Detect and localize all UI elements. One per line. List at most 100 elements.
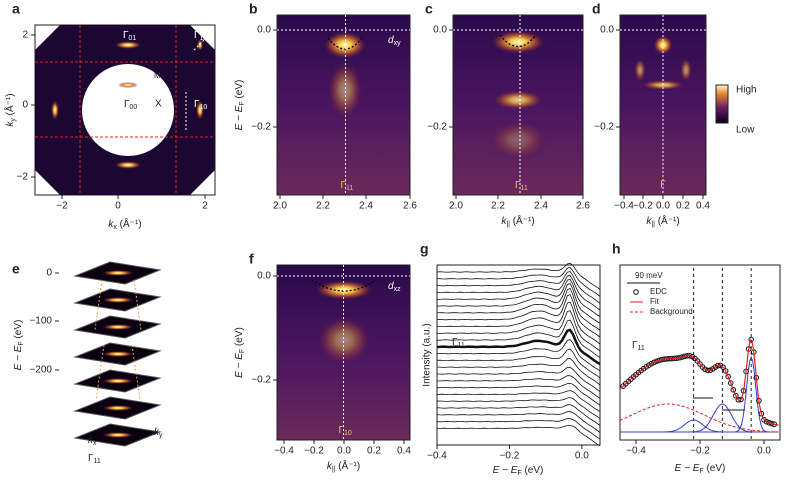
fit-component [620,355,779,433]
y-tick-label: −2 [17,172,29,183]
colorbar-label: Low [736,125,755,136]
frame [436,264,601,446]
panel-letter: a [12,1,20,17]
y-axis-label: ky (Å⁻¹) [3,93,18,126]
point-label: M [154,71,161,80]
y-axis-label: E − EF (eV) [234,80,247,131]
label-part: Γ [194,30,200,41]
colorbar [715,84,729,124]
cut-line [193,37,207,51]
x-tick-label: 0.0 [757,446,771,457]
x-tick-label: 0.0 [575,451,589,462]
x-axis-label: k|| (Å⁻¹) [501,214,534,229]
edc-point [679,354,685,360]
panel-letter: d [592,1,601,17]
spot [197,39,203,51]
label-part: 10 [344,430,352,437]
label-part: Γ [515,180,521,191]
point-label: Γ11 [194,30,207,43]
edc-curve [436,366,601,393]
spectral-weight [680,58,692,82]
x-tick-label: −2 [56,201,68,212]
label-part: 11 [94,458,101,465]
label-part: || [651,221,655,228]
spectral-weight [327,60,363,120]
legend-label: Background [650,307,693,316]
label-part: k [327,461,333,472]
edc-curve [436,282,601,324]
edc-curve [436,418,601,440]
spot [51,100,59,120]
colorbar-label: High [736,85,757,96]
label-part: k [5,121,16,127]
edc-curve [436,411,601,433]
edc-curve [436,301,601,345]
label-part: k [108,219,114,230]
edc-point [651,359,657,366]
label-part: (Å⁻¹) [510,214,535,227]
y-tick-label: −0.2 [251,375,271,386]
x-tick-label: 2.6 [403,201,417,212]
label-part: (eV) [234,80,245,102]
label-part: Γ [124,99,130,110]
label-part: (eV) [13,320,24,342]
dispersion-guide [94,279,142,401]
label-part: E − E [234,105,245,130]
edc-curve [436,357,601,386]
slice-weight [102,432,134,438]
dispersion-guide [499,34,537,48]
edc-point [748,336,755,343]
label-part: (eV) [522,465,544,476]
edc-point [720,364,726,370]
x-tick-label: −0.2 [304,446,324,457]
background [619,403,779,433]
label-part: || [506,221,510,228]
y-tick-label: −0.2 [594,122,614,133]
spectral-weight [316,315,372,365]
label-part: k [154,427,160,438]
label-part: E − E [493,465,518,476]
label-part: 11 [638,345,645,352]
edc-point [763,418,770,425]
edc-point [730,386,737,393]
x-tick-label: −0.2 [633,201,653,212]
x-tick-label: 2 [202,201,208,212]
panel-letter: b [249,1,258,17]
x-axis-label: kx (Å⁻¹) [108,217,141,232]
point-label: Γ11 [88,453,101,466]
y-tick-label: −100 [29,316,52,327]
edc-point [727,380,734,386]
x-tick-label: 0.0 [337,446,351,457]
legend-marker [633,289,639,295]
y-tick-label: −200 [29,365,52,376]
x-tick-label: 2.4 [359,201,373,212]
edc-curve [437,278,601,317]
edc-point [653,358,660,365]
label-part: k [646,216,652,227]
label-part: k [501,216,507,227]
slice-weight [102,405,134,411]
point-label: Γ10 [194,99,207,112]
x-axis-label: E − EF (eV) [493,465,544,478]
edc-curve [436,275,601,311]
x-tick-label: −0.4 [626,446,646,457]
spectral-weight [488,120,548,160]
point-label: Γ10 [339,425,352,438]
edc-point [733,392,739,399]
x-tick-label: 0.2 [367,446,381,457]
label-part: y [159,432,163,439]
slice-weight [102,351,134,357]
edc-curve [436,382,601,406]
point-label: Γ00 [124,99,137,112]
label-part: Γ [123,30,129,41]
point-label: Γ11 [452,337,465,350]
edc-curve [436,425,601,447]
panel-letter: f [249,251,254,267]
label-part: F [239,101,246,105]
label-part: Γ [452,337,458,348]
label-part: Γ [339,425,345,436]
band-label: dxz [388,281,401,294]
x-tick-label: 2.0 [449,201,463,212]
edc-curve [436,339,601,372]
point-label: Γ11 [341,180,354,193]
